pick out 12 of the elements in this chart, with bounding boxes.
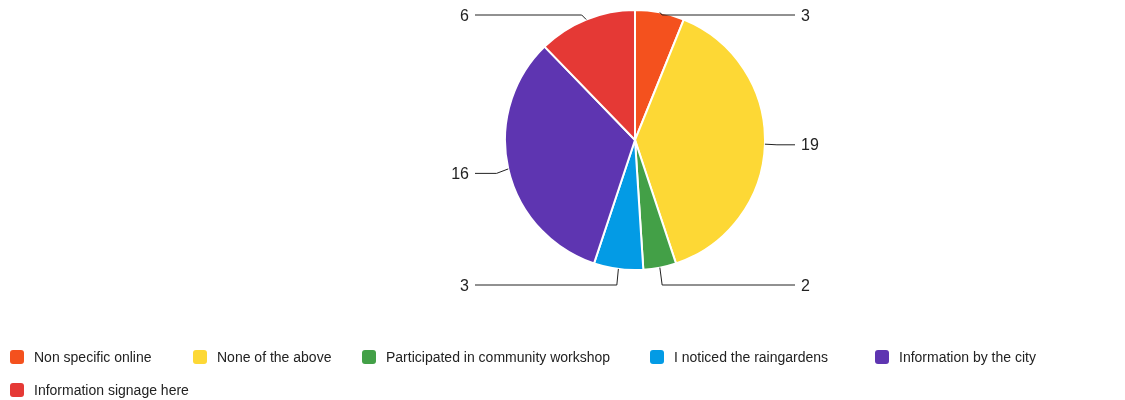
data-label: 19 (801, 136, 819, 154)
legend-label: None of the above (217, 348, 332, 365)
legend-label: Non specific online (34, 348, 152, 365)
legend-label: I noticed the raingardens (674, 348, 829, 365)
data-label: 6 (460, 6, 470, 24)
data-label: 3 (801, 6, 810, 24)
legend-label: Participated in community workshop (386, 348, 611, 365)
data-label: 3 (460, 276, 470, 294)
data-label: 16 (451, 164, 470, 182)
data-label: 2 (801, 276, 810, 294)
legend-label: Information signage here (34, 381, 190, 398)
legend-label: Information by the city (899, 348, 1036, 365)
